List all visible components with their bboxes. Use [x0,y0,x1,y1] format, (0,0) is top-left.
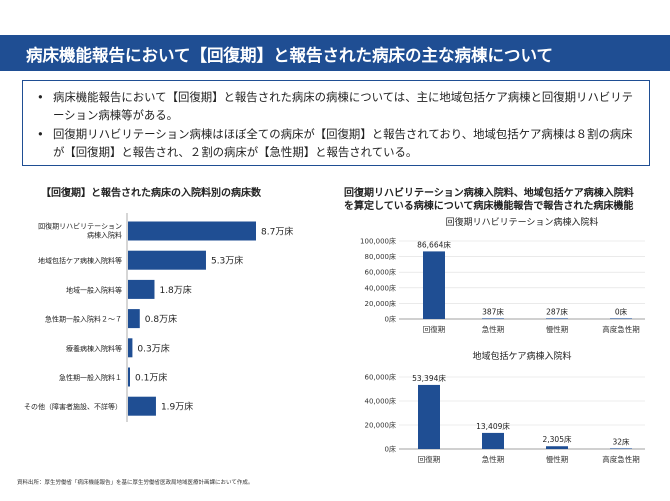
x-tick-label: 慢性期 [546,454,569,464]
chart-title: 地域包括ケア病棟入院料 [472,350,571,362]
page-title: 病床機能報告において【回復期】と報告された病床の主な病棟について [26,46,554,65]
summary-bullet: 回復期リハビリテーション病棟はほぼ全ての病床が【回復期】と報告されており、地域包… [37,125,641,161]
y-tick-label: 20,000床 [365,421,397,430]
y-tick-label: 40,000床 [365,397,397,406]
x-tick-label: 慢性期 [546,324,569,334]
bar [128,367,130,387]
x-tick-label: 回復期 [423,324,446,334]
bar-value-label: 0.8万床 [145,313,177,325]
y-tick-label: 60,000床 [365,268,397,277]
bar [610,448,632,449]
bar [128,279,155,299]
bar-value-label: 86,664床 [417,239,451,249]
bar [423,251,445,319]
bar [128,309,140,329]
left-chart-title: 【回復期】と報告された病床の入院料別の病床数 [41,188,261,199]
bar-value-label: 5.3万床 [211,255,243,267]
bar-value-label: 13,409床 [476,421,510,431]
bar [482,318,504,319]
category-label: 地域一般入院料等 [66,285,122,294]
bar [546,318,568,319]
x-tick-label: 急性期 [482,454,505,464]
rehab-bar-chart: 回復期リハビリテーション病棟入院料 0床 20,000床 40,000床 60,000床… [360,216,645,334]
y-tick-label: 80,000床 [365,252,397,261]
bar-value-label: 8.7万床 [261,226,293,238]
y-tick-label: 40,000床 [365,283,397,292]
left-bar-chart: 8.7万床 回復期リハビリテーション病棟入院料 5.3万床 地域包括ケア病棟入院料等 1… [24,213,293,422]
x-tick-label: 高度急性期 [602,324,640,334]
community-care-bar-chart: 地域包括ケア病棟入院料 0床 20,000床 40,000床 60,000床 53,394… [365,350,645,464]
right-group-title-line1: 回復期リハビリテーション病棟入院料、地域包括ケア病棟入院料 [344,188,634,199]
x-tick-label: 高度急性期 [602,454,640,464]
category-label: 急性期一般入院料１ [59,373,122,382]
category-label: 地域包括ケア病棟入院料等 [38,256,122,265]
source-note: 資料出所：厚生労働省「病床機能報告」を基に厚生労働省医政局地域医療計画課において… [17,480,254,486]
bar-value-label: 0.1万床 [135,372,167,384]
summary-box: 病床機能報告において【回復期】と報告された病床の病棟については、主に地域包括ケア… [22,80,650,166]
summary-list: 病床機能報告において【回復期】と報告された病床の病棟については、主に地域包括ケア… [37,88,641,161]
bar-value-label: 1.8万床 [159,284,191,296]
bar [418,384,440,449]
chart-title: 回復期リハビリテーション病棟入院料 [446,216,599,228]
category-label-line: 回復期リハビリテーション [38,222,122,231]
category-label: 急性期一般入院料２～７ [45,315,122,324]
category-label: 療養病棟入院料等 [66,344,122,353]
bar [128,250,206,270]
bar [128,338,133,358]
bar-value-label: 287床 [546,306,568,316]
y-tick-label: 0床 [385,315,396,324]
summary-bullet: 病床機能報告において【回復期】と報告された病床の病棟については、主に地域包括ケア… [37,88,641,124]
bar [610,318,632,319]
category-label-line: 病棟入院料 [87,231,122,240]
bar [482,432,504,449]
title-banner: 病床機能報告において【回復期】と報告された病床の主な病棟について [0,35,670,71]
category-label: その他（障害者施設、不詳等） [24,402,122,411]
bar [128,396,156,416]
x-tick-label: 急性期 [482,324,505,334]
bar [546,446,568,449]
y-tick-label: 100,000床 [360,237,396,246]
bar-value-label: 0.3万床 [137,342,169,354]
bar-value-label: 387床 [482,306,504,316]
y-tick-label: 20,000床 [365,299,397,308]
bar-value-label: 1.9万床 [161,401,193,413]
bar [128,221,256,241]
bar-value-label: 2,305床 [543,434,572,444]
bar-value-label: 53,394床 [412,373,446,383]
y-tick-label: 60,000床 [365,373,397,382]
bar-value-label: 0床 [615,306,628,316]
x-tick-label: 回復期 [418,454,441,464]
right-group-title-line2: を算定している病棟について病床機能報告で報告された病床機能 [344,201,634,212]
y-tick-label: 0床 [385,445,396,454]
bar-value-label: 32床 [612,436,630,446]
